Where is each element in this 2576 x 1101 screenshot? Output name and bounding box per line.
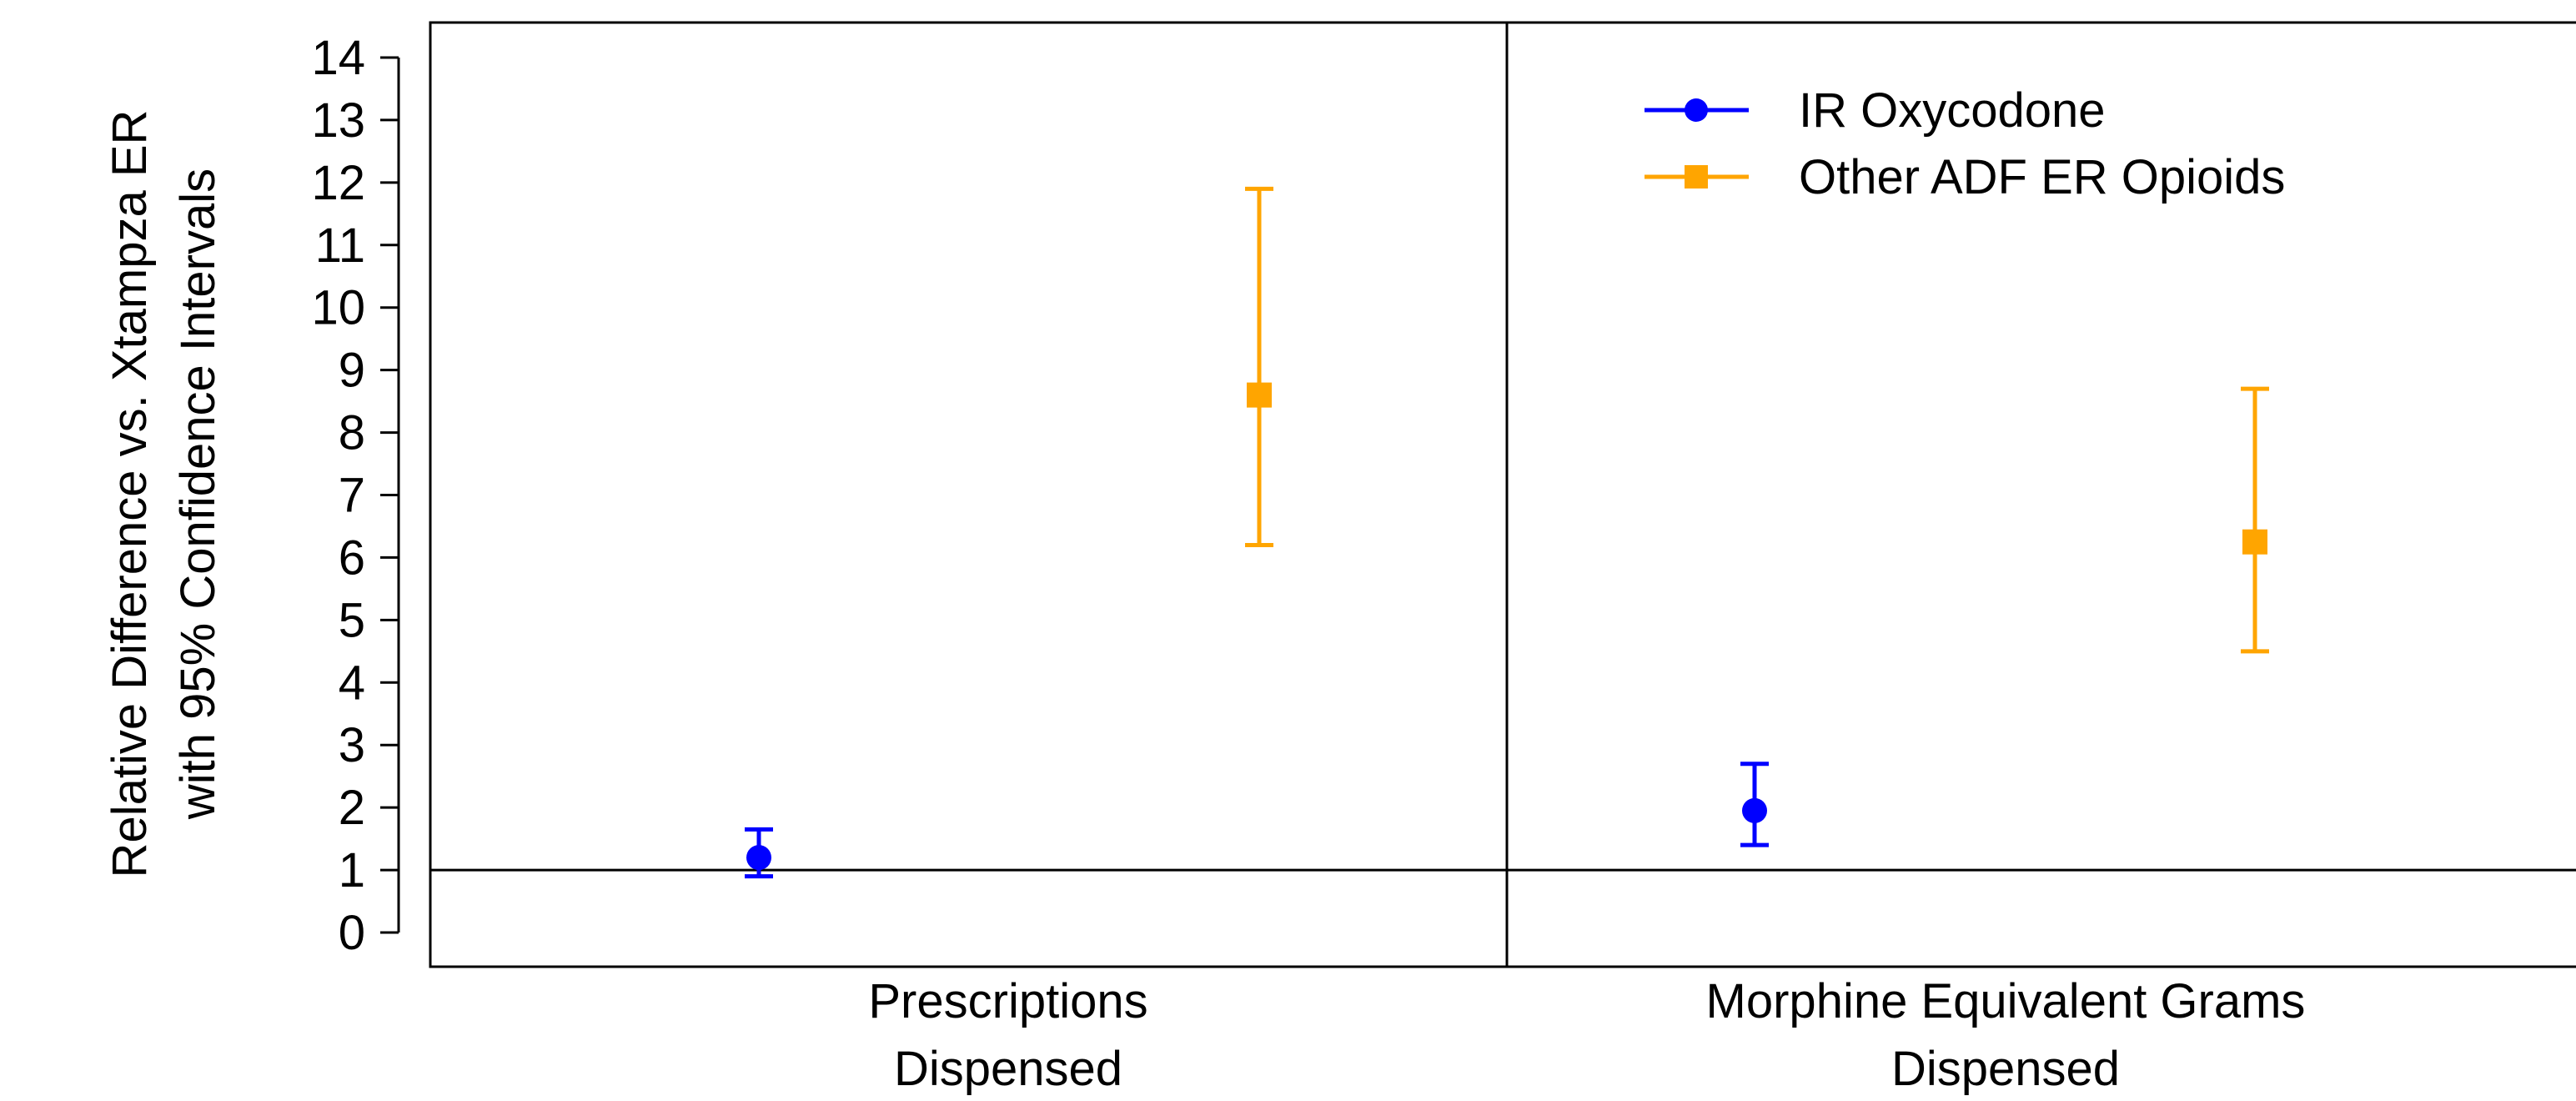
legend-item-ir-oxycodone: IR Oxycodone — [1645, 83, 2106, 138]
y-axis-title: Relative Difference vs. Xtampza ER with … — [103, 110, 225, 878]
y-tick-label-13: 13 — [311, 93, 365, 148]
y-tick-label-6: 6 — [339, 530, 365, 585]
point-ir-oxycodone-cat1 — [746, 845, 771, 871]
plot-frame — [429, 21, 2576, 968]
y-tick-label-11: 11 — [315, 219, 365, 273]
legend: IR Oxycodone Other ADF ER Opioids — [1645, 83, 2285, 204]
point-other-adf-er-opioids-cat1 — [1247, 382, 1272, 408]
x-category-2-line1: Morphine Equivalent Grams — [1706, 974, 2306, 1028]
legend-label-ir-oxycodone: IR Oxycodone — [1799, 83, 2106, 138]
x-category-1-line1: Prescriptions — [868, 974, 1147, 1028]
x-category-1-line2: Dispensed — [894, 1042, 1122, 1096]
point-other-adf-er-opioids-cat2 — [2242, 529, 2267, 555]
y-axis-title-line1: Relative Difference vs. Xtampza ER — [103, 110, 157, 878]
y-tick-label-10: 10 — [311, 281, 365, 335]
point-ir-oxycodone-cat2 — [1742, 797, 1767, 823]
x-category-2-line2: Dispensed — [1891, 1042, 2120, 1096]
legend-label-other-adf: Other ADF ER Opioids — [1799, 150, 2285, 204]
y-tick-label-2: 2 — [339, 781, 365, 835]
y-tick-label-1: 1 — [339, 843, 365, 897]
y-tick-label-14: 14 — [311, 31, 365, 85]
y-tick-label-7: 7 — [339, 469, 365, 523]
x-axis-labels: Prescriptions Dispensed Morphine Equival… — [868, 974, 2305, 1096]
y-tick-label-5: 5 — [339, 593, 365, 647]
data-marks — [745, 186, 2269, 879]
y-axis-title-line2: with 95% Confidence Intervals — [171, 168, 225, 820]
y-tick-label-8: 8 — [339, 406, 365, 460]
y-tick-label-12: 12 — [311, 156, 365, 210]
legend-item-other-adf: Other ADF ER Opioids — [1645, 150, 2285, 204]
y-tick-label-0: 0 — [339, 906, 365, 960]
legend-marker-square — [1685, 165, 1708, 189]
y-tick-label-4: 4 — [339, 656, 365, 710]
y-tick-label-3: 3 — [339, 718, 365, 772]
legend-marker-circle — [1685, 98, 1708, 122]
y-tick-label-9: 9 — [339, 344, 365, 398]
